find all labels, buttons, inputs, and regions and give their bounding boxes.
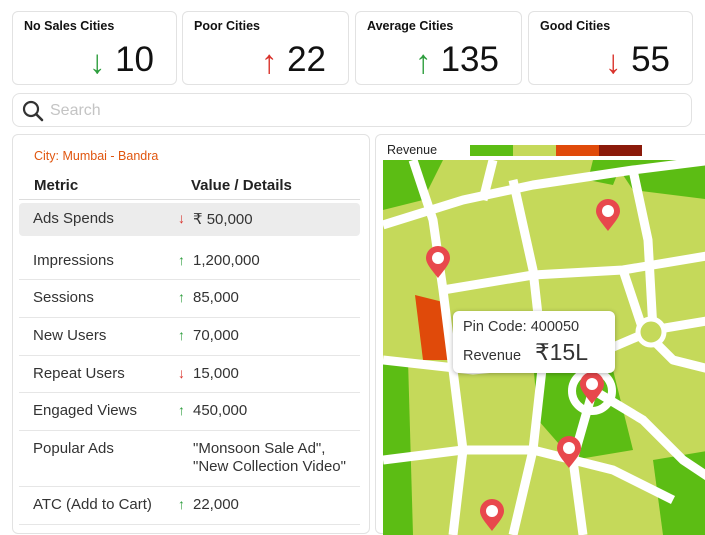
search-box[interactable]: Search [12, 93, 692, 127]
kpi-label: Good Cities [540, 19, 611, 33]
metric-name: Engaged Views [33, 402, 137, 419]
metric-name: New Users [33, 327, 107, 344]
trend-arrow: ↓ [178, 365, 185, 381]
map [383, 160, 705, 535]
table-row: ATC (Add to Cart) ↑ 22,000 [19, 486, 360, 525]
metric-name: Repeat Users [33, 365, 125, 382]
table-row: New Users ↑ 70,000 [19, 317, 360, 356]
table-row: Popular Ads "Monsoon Sale Ad", "New Collec… [19, 430, 360, 487]
metric-value: 85,000 [193, 289, 239, 306]
tooltip-revenue-value: ₹15L [535, 339, 589, 365]
city-label: City: Mumbai - Bandra [34, 149, 159, 163]
metric-value: 1,200,000 [193, 252, 260, 269]
table-row: Ads Spends ↓ ₹ 50,000 [19, 203, 360, 236]
metric-name: Sessions [33, 289, 94, 306]
kpi-value: 135 [440, 40, 499, 79]
metric-value: "Monsoon Sale Ad", [193, 440, 326, 457]
legend-swatch [556, 145, 599, 156]
trend-arrow: ↑ [178, 327, 185, 343]
trend-arrow: ↓ [178, 210, 185, 226]
map-tooltip: Pin Code: 400050 Revenue ₹15L [453, 311, 615, 373]
trend-arrow: ↓ [89, 43, 106, 80]
metric-name: Popular Ads [33, 440, 114, 457]
table-row: Engaged Views ↑ 450,000 [19, 392, 360, 431]
kpi-value: 10 [115, 40, 154, 79]
trend-arrow: ↓ [605, 43, 622, 80]
legend-title: Revenue [387, 143, 438, 157]
table-row: Impressions ↑ 1,200,000 [19, 242, 360, 280]
trend-arrow: ↑ [178, 402, 185, 418]
kpi-label: Average Cities [367, 19, 454, 33]
tooltip-revenue-label: Revenue [463, 348, 522, 364]
kpi-card: Good Cities 55 ↓ [528, 11, 693, 85]
metric-value: 70,000 [193, 327, 239, 344]
kpi-value: 55 [631, 40, 670, 79]
legend-swatch [470, 145, 513, 156]
trend-arrow: ↑ [178, 496, 185, 512]
kpi-label: No Sales Cities [24, 19, 115, 33]
header-rule [19, 199, 360, 200]
metric-value: "New Collection Video" [193, 458, 346, 475]
dashboard: {"cards": [ {"label": "No Sales Cities",… [12, 11, 705, 535]
table-row: Repeat Users ↓ 15,000 [19, 355, 360, 393]
trend-arrow: ↑ [178, 289, 185, 305]
legend-swatch [599, 145, 642, 156]
metric-name: ATC (Add to Cart) [33, 496, 152, 513]
table-header: Value / Details [191, 177, 292, 194]
kpi-value: 22 [287, 40, 326, 79]
metric-value: 22,000 [193, 496, 239, 513]
metric-name: Impressions [33, 252, 114, 269]
search-placeholder: Search [50, 102, 101, 119]
search-icon [22, 100, 44, 122]
kpi-card: Average Cities 135 ↑ [355, 11, 522, 85]
table-row: Sessions ↑ 85,000 [19, 279, 360, 318]
map-pins [426, 199, 620, 531]
metric-value: 450,000 [193, 402, 248, 419]
kpi-card: No Sales Cities 10 ↓ [12, 11, 177, 85]
trend-arrow: ↑ [261, 43, 278, 80]
legend-scale [470, 145, 642, 156]
table-header: Metric [34, 177, 79, 194]
trend-arrow: ↑ [178, 252, 185, 268]
trend-arrow: ↑ [415, 43, 432, 80]
map-panel: Revenue [375, 134, 705, 535]
metric-name: Ads Spends [33, 210, 114, 227]
legend-swatch [513, 145, 556, 156]
tooltip-pin: Pin Code: 400050 [463, 319, 580, 335]
details-panel: City: Mumbai - Bandra Metric Value / Det… [12, 134, 370, 534]
metric-value: 15,000 [193, 365, 239, 382]
kpi-card: Poor Cities 22 ↑ [182, 11, 349, 85]
metric-value: ₹ 50,000 [193, 211, 253, 228]
kpi-label: Poor Cities [194, 19, 260, 33]
